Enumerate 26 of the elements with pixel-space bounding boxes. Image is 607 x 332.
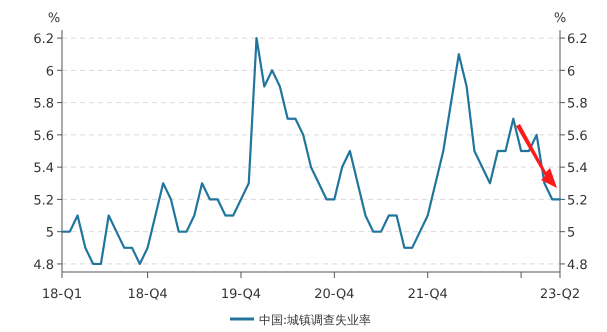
x-tick-label: 23-Q2 — [540, 287, 580, 302]
y-axis-title: % — [48, 11, 60, 26]
y-tick-label: 5.6 — [33, 128, 54, 144]
y2-tick-label: 5 — [567, 226, 576, 241]
x-tick-label: 21-Q4 — [408, 287, 448, 302]
y-tick-label: 5.2 — [33, 193, 54, 208]
legend-label: 中国:城镇调查失业率 — [259, 313, 372, 327]
x-tick-label: 18-Q1 — [42, 287, 82, 302]
y2-axis-title: % — [554, 11, 566, 26]
y2-tick-label: 6 — [567, 64, 576, 80]
y2-tick-label: 5.8 — [567, 96, 588, 112]
x-tick-label: 18-Q4 — [127, 287, 168, 302]
line-series — [60, 36, 562, 266]
y2-tick-label: 6.2 — [567, 32, 588, 48]
y2-tick-label: 5.6 — [567, 128, 588, 144]
x-tick-label: 19-Q4 — [220, 287, 262, 302]
y-tick-label: 4.8 — [33, 258, 54, 273]
y-tick-label: 6 — [46, 64, 54, 80]
y-tick-label: 6.2 — [33, 32, 54, 48]
y-tick-label: 5.4 — [33, 161, 54, 176]
y2-tick-label: 5.4 — [567, 161, 588, 176]
y2-tick-label: 4.8 — [567, 258, 588, 273]
y-tick-label: 5 — [46, 226, 54, 241]
y2-tick-label: 5.2 — [567, 193, 588, 208]
x-tick-label: 20-Q4 — [314, 287, 354, 302]
y-tick-label: 5.8 — [33, 96, 54, 112]
